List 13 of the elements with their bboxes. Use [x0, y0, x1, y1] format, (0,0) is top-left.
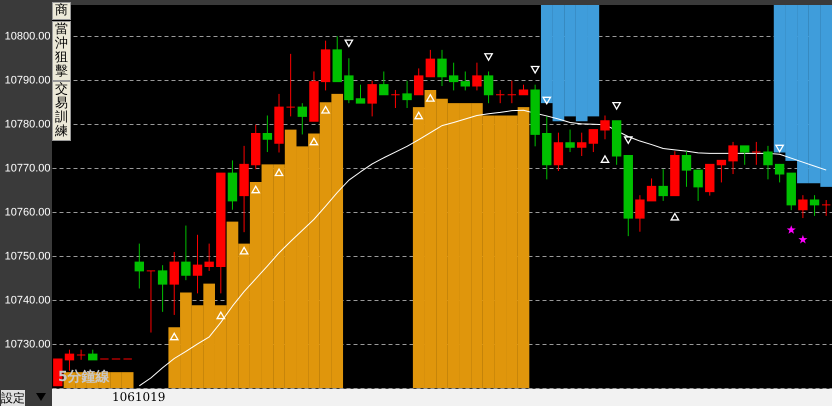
y-tick-label: 10770.00	[4, 162, 50, 174]
y-tick-label: 10750.00	[4, 250, 50, 262]
y-tick-label: 10730.00	[4, 338, 50, 350]
y-tick-label: 10800.00	[4, 30, 50, 42]
text: 設定	[1, 390, 25, 406]
text: 1061019	[112, 390, 166, 404]
y-tick-label: 10740.00	[4, 294, 50, 306]
button: 當沖狙擊	[52, 21, 71, 81]
button: 交易訓練	[52, 81, 71, 141]
y-tick-label: 10760.00	[4, 206, 50, 218]
y-tick-label: 10780.00	[4, 118, 50, 130]
y-tick-label: 10790.00	[4, 74, 50, 86]
button: 商	[52, 2, 71, 20]
